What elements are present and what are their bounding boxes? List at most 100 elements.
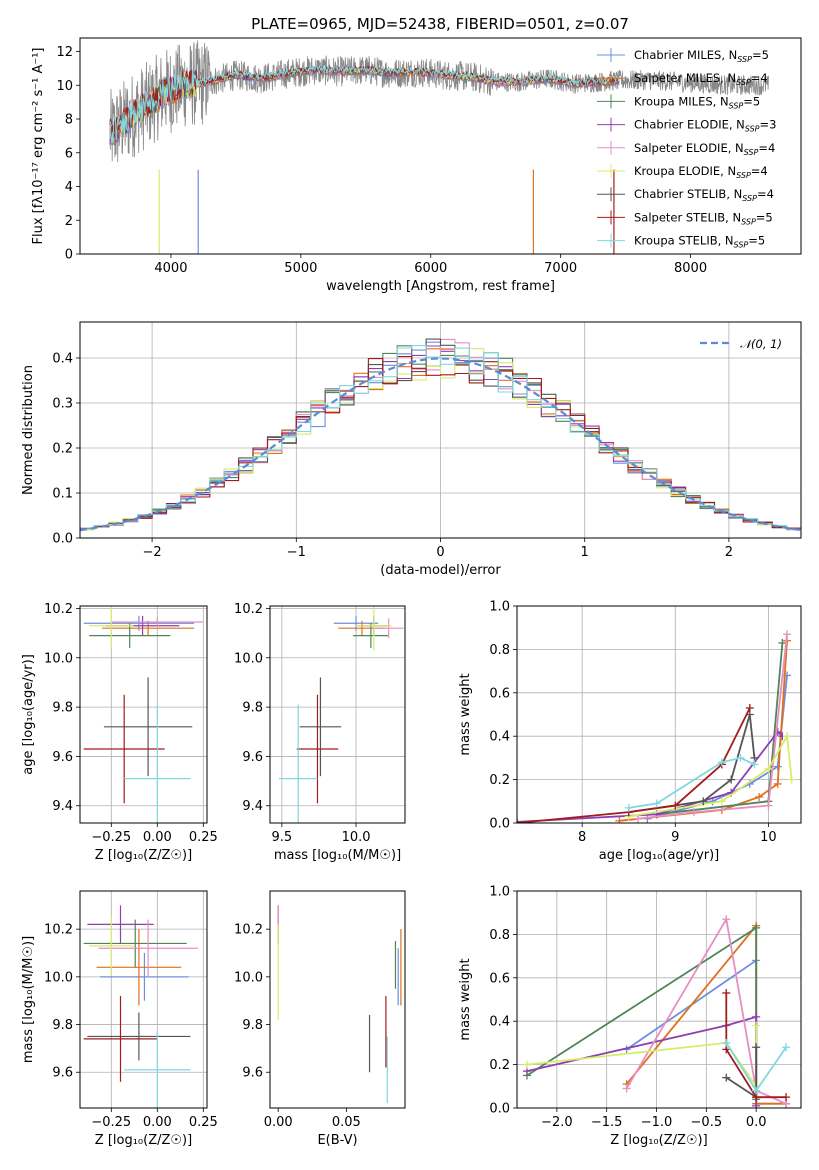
- legend-entry-value: =4: [758, 141, 775, 155]
- x-tick-label: −1.0: [641, 1115, 673, 1130]
- y-tick-label: 6: [65, 146, 73, 161]
- axes-frame: [79, 37, 802, 255]
- y-tick-label: 0.4: [489, 1015, 510, 1030]
- mass-weight-marker: [773, 727, 782, 736]
- lines-mass_weight_vs_age: [517, 630, 796, 823]
- mass-weight-marker: [652, 799, 661, 808]
- plot-layer: 4000 5000 6000 7000 8000024681012wavelength …: [21, 37, 802, 1148]
- y-tick-label: 10.2: [234, 923, 263, 938]
- x-axis-label: Z [log₁₀(Z/Z☉)]: [610, 1133, 707, 1148]
- mass-weight-marker: [752, 1021, 761, 1030]
- x-tick-label: −1.5: [591, 1115, 623, 1130]
- legend-entry-name: Salpeter MILES, N: [634, 71, 736, 85]
- mass-weight-marker: [717, 797, 726, 806]
- mass-weight-marker: [634, 814, 643, 823]
- x-tick-label: 2: [725, 545, 733, 560]
- y-tick-label: 1.0: [489, 600, 510, 615]
- spectrum-lines: [109, 40, 769, 254]
- figure-title: PLATE=0965, MJD=52438, FIBERID=0501, z=0…: [251, 15, 629, 33]
- x-tick-label: 0.25: [189, 830, 218, 845]
- mass-weight-marker: [671, 801, 680, 810]
- legend-entry: Kroupa STELIB, NSSP=5: [634, 234, 765, 250]
- histogram-series-5: [80, 347, 801, 531]
- x-tick-label: 1: [581, 545, 589, 560]
- y-axis-label: mass [log₁₀(M/M☉)]: [21, 936, 36, 1063]
- mass-weight-series-4: [637, 634, 788, 820]
- y-tick-label: 10: [56, 79, 73, 94]
- axes-spectrum: 4000 5000 6000 7000 8000 0 2 4 6 8 10 12 wavelength …: [31, 37, 802, 294]
- mass-weight-marker: [783, 630, 792, 639]
- x-tick-label: 0.00: [143, 830, 172, 845]
- y-axis-label: Normed distribution: [21, 365, 36, 495]
- legend-entry: Chabrier MILES, NSSP=5: [634, 48, 769, 64]
- mass-weight-marker: [722, 915, 731, 924]
- mass-weight-marker: [622, 1084, 631, 1093]
- axes-age_vs_mass: 9.5 10.0 9.4 9.6 9.8 10.0 10.2 mass [log₁₀(M/M☉…: [234, 602, 406, 863]
- legend-entry-name: Chabrier STELIB, N: [634, 187, 742, 201]
- mass-weight-marker: [755, 792, 764, 801]
- mass-weight-marker: [717, 758, 726, 767]
- x-tick-label: 0.00: [143, 1115, 172, 1130]
- lines-mass_weight_vs_Z: [522, 915, 791, 1108]
- y-tick-label: 0.2: [52, 442, 73, 457]
- legend-entry-sub: SSP: [737, 55, 752, 64]
- x-tick-label: −1: [287, 545, 306, 560]
- x-axis-label: (data-model)/error: [380, 563, 501, 578]
- x-axis-label: Z [log₁₀(Z/Z☉)]: [95, 1133, 192, 1148]
- y-tick-label: 0.3: [52, 397, 73, 412]
- x-tick-label: 6000: [414, 261, 447, 276]
- mass-weight-marker: [752, 1086, 761, 1095]
- mass-weight-marker: [778, 638, 787, 647]
- histogram-series-8: [80, 345, 801, 530]
- mass-weight-marker: [736, 753, 745, 762]
- legend-entry-sub: SSP: [736, 78, 751, 87]
- y-tick-label: 9.6: [52, 1066, 73, 1081]
- y-axis-label: mass weight: [458, 673, 473, 755]
- legend-entry: Chabrier STELIB, NSSP=4: [634, 187, 774, 203]
- y-axis-label: age [log₁₀(age/yr)]: [21, 654, 36, 775]
- y-tick-label: 9.8: [242, 1018, 263, 1033]
- legend-entry: Salpeter ELODIE, NSSP=4: [634, 141, 775, 157]
- legend-entry-sub: SSP: [744, 148, 759, 157]
- y-tick-label: 0.0: [489, 1102, 510, 1117]
- y-tick-label: 10.2: [44, 602, 73, 617]
- y-tick-label: 9.8: [242, 701, 263, 716]
- mass-weight-marker: [782, 1093, 791, 1102]
- mass-weight-marker: [522, 1060, 531, 1069]
- x-tick-label: 5000: [284, 261, 317, 276]
- errorbars-age_vs_Z: [83, 606, 204, 823]
- y-tick-label: 0: [65, 248, 73, 263]
- y-tick-label: 10.2: [234, 602, 263, 617]
- legend-entry-name: Chabrier MILES, N: [634, 48, 737, 62]
- legend-entry-name: Salpeter ELODIE, N: [634, 141, 744, 155]
- mass-weight-marker: [773, 762, 782, 771]
- x-axis-label: E(B-V): [317, 1133, 357, 1148]
- mass-weight-marker: [752, 923, 761, 932]
- x-tick-label: 9: [671, 830, 679, 845]
- x-axis-label: Z [log₁₀(Z/Z☉)]: [95, 848, 192, 863]
- x-tick-label: 10: [760, 830, 777, 845]
- y-tick-label: 8: [65, 113, 73, 128]
- mass-weight-marker: [773, 779, 782, 788]
- y-tick-label: 2: [65, 214, 73, 229]
- y-tick-label: 9.4: [242, 799, 263, 814]
- y-tick-label: 0.0: [489, 817, 510, 832]
- x-tick-label: 0.05: [332, 1115, 361, 1130]
- legend-entry-value: =4: [751, 71, 768, 85]
- y-tick-label: 0.2: [489, 773, 510, 788]
- x-tick-label: −2: [143, 545, 162, 560]
- y-tick-label: 0.0: [52, 532, 73, 547]
- axes-mass_weight_vs_age: 8 9 10 0.0 0.2 0.4 0.6 0.8 1.0 age [log₁₀(age/yr)…: [458, 600, 802, 863]
- y-tick-label: 9.8: [52, 701, 73, 716]
- legend-entry-sub: SSP: [745, 125, 760, 134]
- axes-mass_vs_Z: −0.25 0.00 0.25 9.6 9.8 10.0 10.2 Z [log₁₀(Z/Z☉…: [21, 890, 218, 1148]
- axes-age_vs_Z: −0.25 0.00 0.25 9.4 9.6 9.8 10.0 10.2 Z [log₁₀(Z…: [21, 602, 218, 863]
- legend-entry-name: Kroupa MILES, N: [634, 94, 729, 108]
- x-tick-label: 8000: [674, 261, 707, 276]
- y-tick-label: 9.6: [242, 1066, 263, 1081]
- legend-entry-sub: SSP: [742, 194, 757, 203]
- axes-residual_histogram: −2 −1 0 1 2 0.0 0.1 0.2 0.3 0.4 (data-model)/error…: [21, 321, 802, 578]
- axes-frame: [79, 890, 208, 1109]
- x-axis-label: age [log₁₀(age/yr)]: [599, 848, 720, 863]
